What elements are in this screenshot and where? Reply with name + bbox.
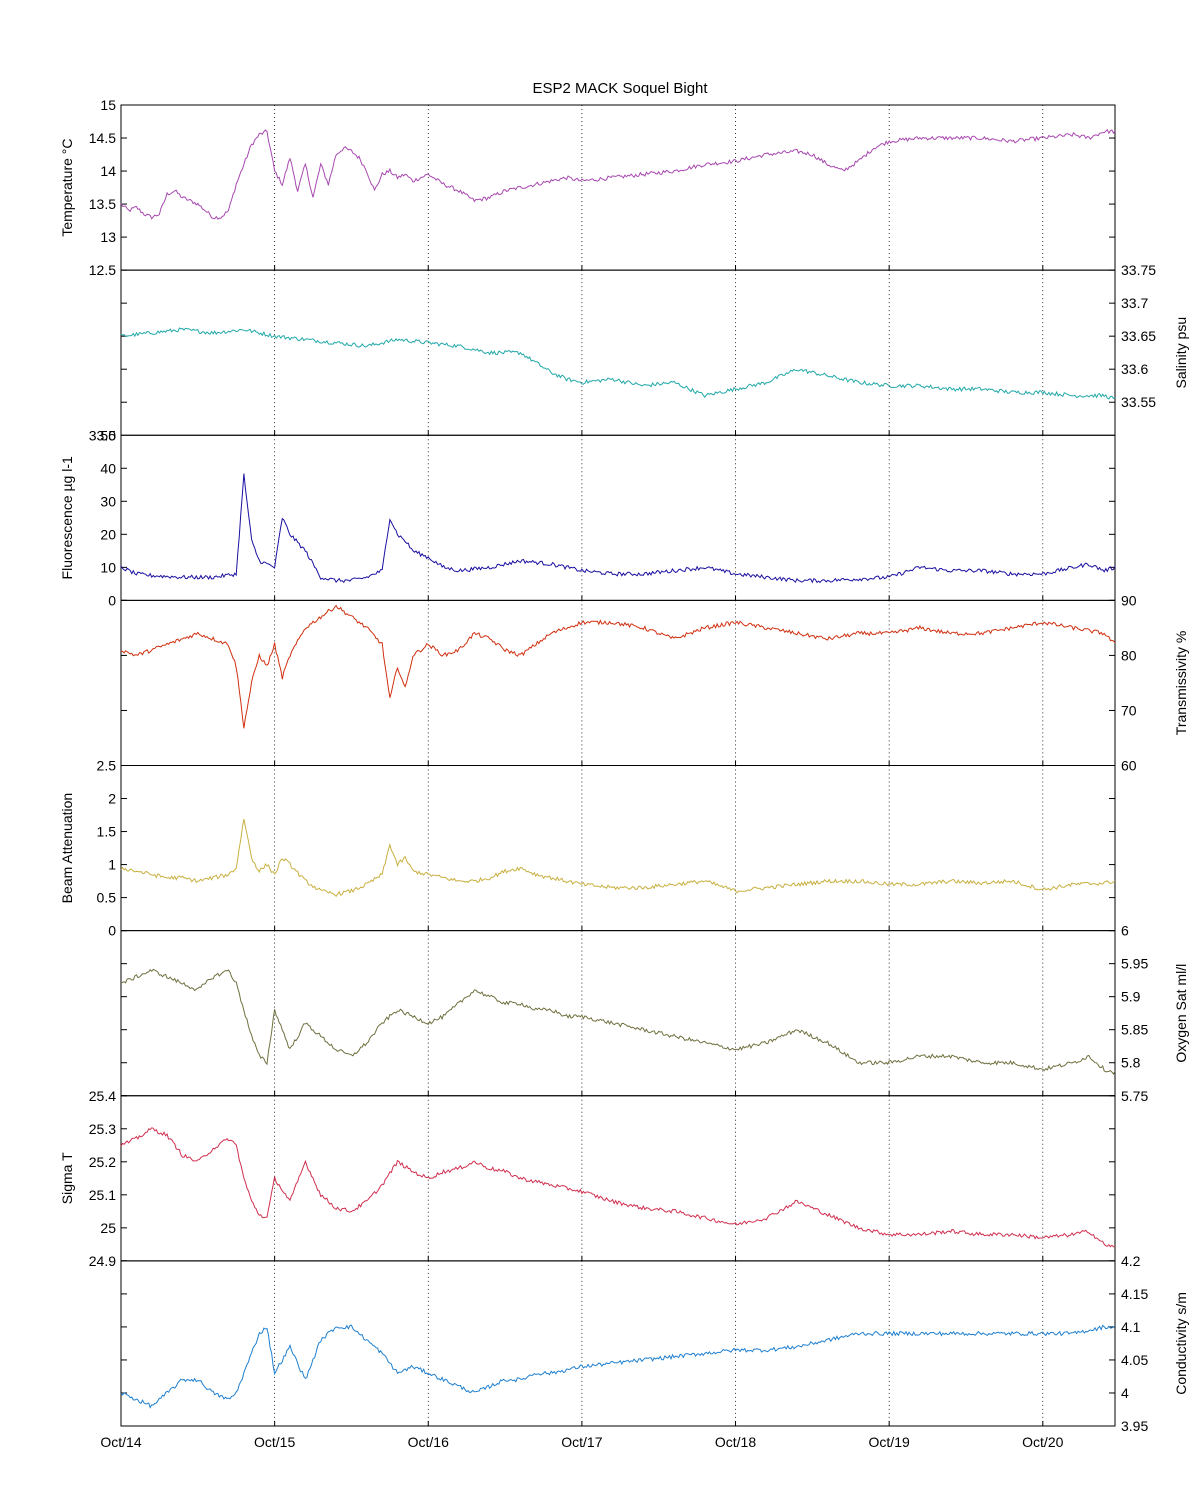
- y-tick-label: 70: [1121, 702, 1137, 718]
- y-tick-label: 14.5: [89, 130, 116, 146]
- panel-1: 13 13.5 14 14.5 15 12.5 Temperature °C: [59, 97, 1116, 278]
- y-tick-label: 2: [108, 791, 116, 807]
- y-tick-label: 5.75: [1121, 1088, 1148, 1104]
- y-tick-label: 15: [100, 97, 116, 113]
- panel-frame: [120, 599, 1116, 766]
- y-tick-label: 33.7: [1121, 295, 1148, 311]
- y-tick-label: 13.5: [89, 196, 116, 212]
- y-tick-label: 4.2: [1121, 1253, 1141, 1269]
- series-line: [120, 128, 1116, 220]
- series-line: [120, 604, 1116, 729]
- y-tick-label: 80: [1121, 647, 1137, 663]
- y-tick-label: 1: [108, 857, 116, 873]
- y-tick-label: 25.3: [89, 1121, 116, 1137]
- y-tick-label: 0.5: [97, 890, 117, 906]
- y-tick-label: 50: [100, 427, 116, 443]
- y-tick-label: 33.55: [1121, 394, 1156, 410]
- y-tick-label: 6: [1121, 923, 1129, 939]
- panel-frame: [120, 765, 1116, 932]
- y-tick-label: 3.95: [1121, 1418, 1148, 1434]
- y-axis-label: Temperature °C: [59, 138, 75, 236]
- panel-4: 60 70 80 90 Transmissivity %: [120, 592, 1189, 774]
- y-tick-label: 30: [100, 493, 116, 509]
- panel-frame: [120, 1260, 1116, 1427]
- y-tick-label: 20: [100, 526, 116, 542]
- y-tick-label: 2.5: [97, 758, 117, 774]
- y-tick-label: 90: [1121, 592, 1137, 608]
- panel-2: 33.55 33.6 33.65 33.7 33.75 33.5 Salinity psu: [89, 262, 1189, 443]
- y-tick-label: 25.1: [89, 1187, 116, 1203]
- y-axis-label: Transmissivity %: [1173, 631, 1189, 736]
- panel-8: 3.95 4 4.05 4.1 4.15 4.2 Conductivity s/m: [120, 1253, 1189, 1434]
- y-axis-label: Salinity psu: [1173, 317, 1189, 389]
- y-tick-label: 13: [100, 229, 116, 245]
- y-tick-label: 5.9: [1121, 989, 1141, 1005]
- x-tick-label: Oct/17: [561, 1434, 602, 1450]
- panel-6: 5.75 5.8 5.85 5.9 5.95 6 Oxygen Sat ml/l: [120, 923, 1189, 1104]
- series-line: [120, 1127, 1116, 1248]
- panel-5: 0 0.5 1 1.5 2 2.5 Beam Attenuation: [59, 758, 1116, 939]
- x-tick-label: Oct/15: [254, 1434, 295, 1450]
- y-tick-label: 0: [108, 923, 116, 939]
- y-tick-label: 33.65: [1121, 328, 1156, 344]
- series-line: [120, 968, 1116, 1076]
- y-tick-label: 5.95: [1121, 956, 1148, 972]
- y-tick-label: 24.9: [89, 1253, 116, 1269]
- panel-frame: [120, 269, 1116, 436]
- y-tick-label: 1.5: [97, 824, 117, 840]
- panel-frame: [120, 104, 1116, 271]
- y-tick-label: 10: [100, 559, 116, 575]
- y-axis-label: Fluorescence µg l-1: [59, 456, 75, 579]
- y-tick-label: 4: [1121, 1385, 1129, 1401]
- y-tick-label: 25.2: [89, 1154, 116, 1170]
- y-tick-label: 0: [108, 592, 116, 608]
- y-axis-label: Oxygen Sat ml/l: [1173, 964, 1189, 1063]
- y-axis-label: Sigma T: [59, 1152, 75, 1204]
- series-line: [120, 1324, 1116, 1409]
- series-line: [120, 473, 1116, 584]
- y-tick-label: 25: [100, 1220, 116, 1236]
- y-tick-label: 4.15: [1121, 1286, 1148, 1302]
- y-tick-label: 14: [100, 163, 116, 179]
- panel-frame: [120, 434, 1116, 601]
- x-tick-label: Oct/16: [408, 1434, 449, 1450]
- y-tick-label: 4.05: [1121, 1352, 1148, 1368]
- series-line: [120, 327, 1116, 400]
- y-axis-label: Conductivity s/m: [1173, 1292, 1189, 1395]
- x-tick-label: Oct/20: [1022, 1434, 1063, 1450]
- y-tick-label: 33.5: [89, 427, 116, 443]
- x-tick-label: Oct/14: [100, 1434, 141, 1450]
- y-tick-label: 33.75: [1121, 262, 1156, 278]
- panel-frame: [120, 930, 1116, 1097]
- x-tick-label: Oct/19: [869, 1434, 910, 1450]
- y-tick-label: 5.8: [1121, 1055, 1141, 1071]
- y-tick-label: 33.6: [1121, 361, 1148, 377]
- y-tick-label: 25.4: [89, 1088, 116, 1104]
- series-line: [120, 819, 1116, 898]
- panel-7: 24.9 25 25.1 25.2 25.3 25.4 Sigma T: [59, 1088, 1116, 1269]
- y-tick-label: 4.1: [1121, 1319, 1141, 1335]
- panel-3: 0 10 20 30 40 50 Fluorescence µg l-1: [59, 427, 1116, 608]
- y-tick-label: 40: [100, 460, 116, 476]
- x-tick-label: Oct/18: [715, 1434, 756, 1450]
- y-axis-label: Beam Attenuation: [59, 793, 75, 904]
- y-tick-label: 60: [1121, 758, 1137, 774]
- y-tick-label: 5.85: [1121, 1022, 1148, 1038]
- chart-title: ESP2 MACK Soquel Bight: [532, 80, 708, 97]
- y-tick-label: 12.5: [89, 262, 116, 278]
- panel-frame: [120, 1095, 1116, 1262]
